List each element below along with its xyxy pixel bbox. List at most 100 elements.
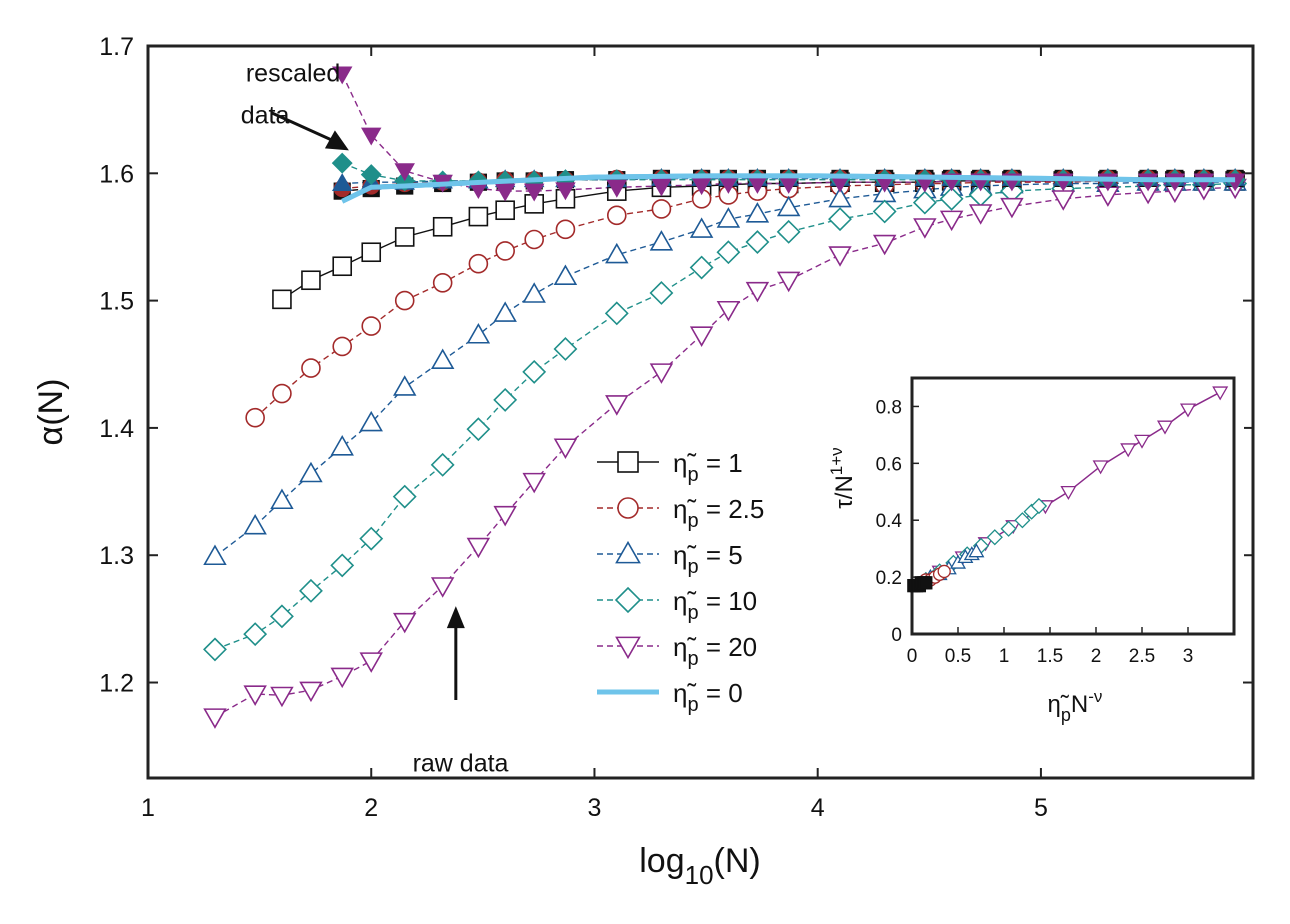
legend-label: η̃p = 10	[673, 586, 757, 624]
raw-data-point	[495, 241, 515, 261]
raw-data-point	[330, 435, 354, 456]
legend-label: η̃p = 0	[673, 678, 743, 716]
raw-data-point	[745, 281, 770, 303]
raw-data-point	[299, 681, 323, 703]
raw-data-point	[872, 199, 897, 224]
legend-swatch-marker	[615, 540, 641, 564]
raw-data-point	[430, 348, 455, 370]
annotation-arrow-shaft	[271, 111, 338, 144]
inset-plot: 0 0.5 1 1.5 2 2.5 3 0 0.2 0.4 0.6 0.8 η̃pN-ν τ/N1+ν	[827, 374, 1244, 725]
raw-data-point	[203, 708, 227, 729]
raw-data-point	[466, 537, 491, 559]
inset-data-point	[1000, 520, 1017, 537]
x-tick-label: 3	[588, 794, 602, 822]
main-plot-frame	[146, 44, 1255, 780]
raw-data-point	[604, 301, 629, 326]
inset-data-point	[1120, 443, 1137, 458]
raw-data-point	[553, 337, 578, 361]
y-axis-title: α(N)	[32, 379, 70, 446]
raw-data-point	[243, 513, 267, 535]
inset-y-tick-label: 0.2	[876, 568, 902, 589]
raw-data-point	[272, 289, 292, 310]
raw-data-point	[392, 612, 417, 634]
raw-data-point	[606, 205, 627, 226]
raw-data-point	[330, 667, 354, 689]
inset-plot-frame	[910, 376, 1236, 636]
raw-data-point	[651, 199, 672, 219]
raw-data-point	[468, 206, 489, 227]
y-tick-label: 1.6	[99, 160, 134, 188]
raw-data-point	[689, 255, 714, 280]
raw-data-point	[270, 604, 294, 629]
raw-data-point	[745, 230, 770, 254]
rescaled-data-point	[555, 182, 576, 201]
inset-x-tick-label: 0	[907, 646, 918, 667]
raw-data-point	[522, 472, 546, 494]
raw-data-point	[493, 387, 518, 412]
rescaled-data-point	[331, 152, 353, 174]
raw-data-point	[392, 484, 417, 509]
raw-data-point	[776, 219, 801, 244]
inset-series-4	[907, 576, 933, 593]
raw-data-point	[394, 227, 415, 247]
legend-item: η̃p = 1	[597, 448, 743, 486]
rescaled-data-point	[360, 164, 382, 186]
raw-data-point	[776, 271, 801, 293]
raw-data-point	[299, 461, 323, 483]
raw-data-point	[330, 553, 355, 578]
raw-data-point	[270, 488, 294, 510]
raw-data-point	[361, 242, 382, 263]
raw-data-point	[716, 207, 741, 228]
raw-data-point	[872, 234, 897, 256]
raw-data-point	[243, 685, 267, 706]
inset-y-axis-title: τ/N1+ν	[827, 447, 858, 508]
x-axis-title: log10(N)	[639, 842, 761, 890]
raw-data-point	[828, 186, 852, 208]
x-tick-label: 4	[811, 794, 825, 822]
raw-data-point	[203, 637, 227, 662]
raw-data-point	[493, 301, 517, 322]
raw-data-point	[430, 577, 455, 598]
inset-x-tick-label: 3	[1183, 646, 1194, 667]
raw-data-point	[466, 323, 491, 344]
y-tick-label: 1.3	[99, 542, 134, 570]
raw-data-point	[689, 326, 714, 347]
raw-data-point	[522, 359, 547, 384]
rescaled-data-point	[394, 163, 415, 182]
annotation-raw-data: raw data	[413, 749, 509, 777]
raw-data-point	[203, 544, 227, 566]
zero-series-line-overlay	[341, 173, 1236, 204]
annotation-arrow-head	[324, 130, 349, 151]
legend: η̃p = 1 η̃p = 2.5 η̃p = 5 η̃p = 10 η̃p = 20 η…	[597, 448, 764, 716]
raw-data-point	[361, 316, 382, 336]
raw-data-point	[522, 282, 546, 303]
annotation-arrow-head	[446, 606, 465, 629]
legend-label: η̃p = 2.5	[673, 494, 764, 532]
rescaled-data-point	[360, 127, 382, 146]
legend-swatch-marker	[617, 451, 639, 473]
raw-data-point	[270, 686, 294, 708]
legend-swatch-marker	[614, 586, 642, 614]
raw-data-point	[828, 246, 852, 267]
raw-data-point	[493, 505, 517, 527]
raw-data-point	[745, 202, 770, 223]
raw-data-point	[432, 216, 453, 237]
legend-swatch-marker	[617, 497, 639, 519]
raw-data-point	[430, 452, 455, 477]
legend-item: η̃p = 20	[597, 632, 757, 670]
inset-x-axis-title: η̃pN-ν	[1048, 687, 1103, 725]
inset-x-tick-label: 1.5	[1037, 646, 1063, 667]
inset-data-point	[1212, 386, 1229, 401]
annotation-rescaled: rescaled	[246, 60, 341, 88]
inset-y-tick-label: 0	[891, 625, 902, 646]
rescaled-data-point	[651, 178, 672, 197]
raw-data-point	[495, 200, 515, 221]
inset-y-tick-label: 0.6	[876, 454, 902, 475]
raw-data-point	[912, 190, 937, 215]
raw-data-point	[649, 281, 674, 305]
legend-label: η̃p = 20	[673, 632, 757, 670]
raw-data-point	[1000, 197, 1024, 219]
raw-data-point	[299, 578, 323, 603]
raw-data-point	[605, 242, 629, 264]
